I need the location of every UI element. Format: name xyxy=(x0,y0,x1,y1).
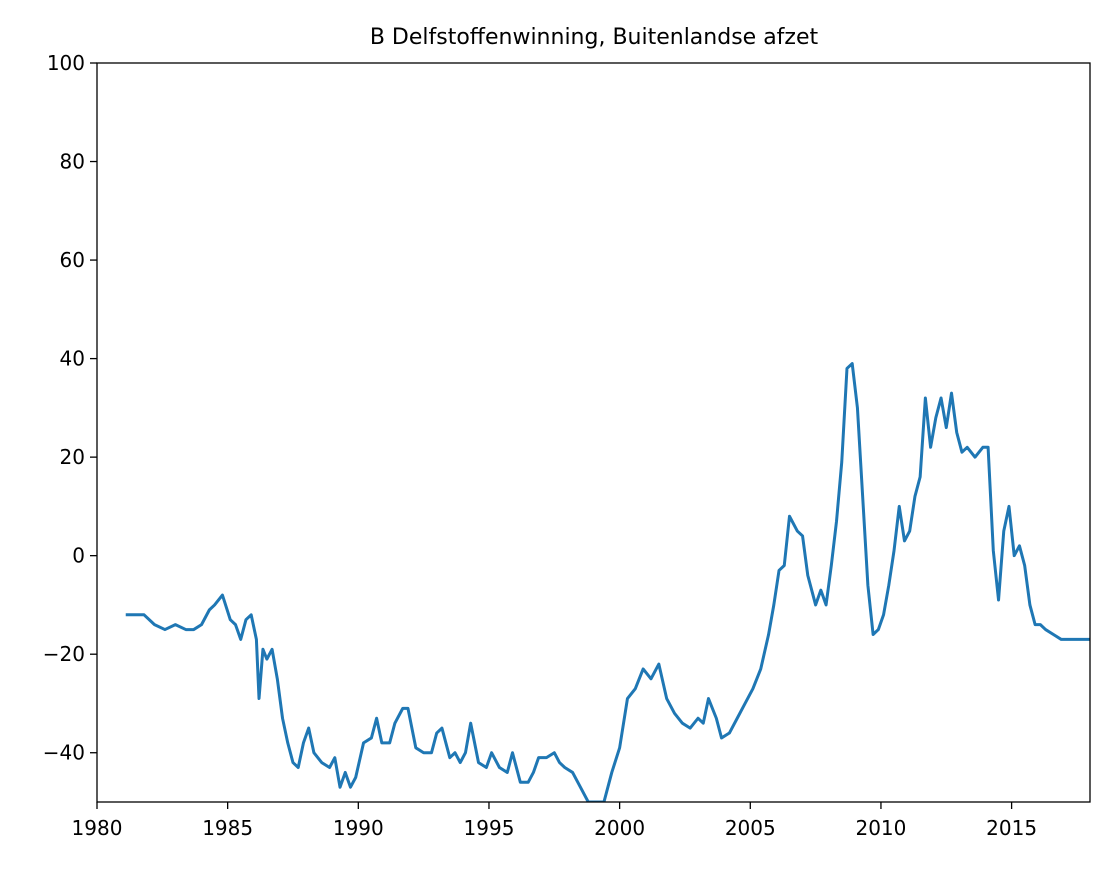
x-tick-label: 1990 xyxy=(333,816,384,840)
y-tick-label: 80 xyxy=(60,150,85,174)
x-tick-label: 2015 xyxy=(986,816,1037,840)
y-tick-label: 40 xyxy=(60,347,85,371)
x-axis: 1980 1985 1990 1995 2000 2005 2010 2015 xyxy=(72,802,1037,840)
y-tick-label: 0 xyxy=(72,544,85,568)
plot-frame xyxy=(96,62,1091,803)
plot-area xyxy=(125,362,1090,802)
y-tick-label: −40 xyxy=(43,741,85,765)
x-tick-label: 1985 xyxy=(202,816,253,840)
x-tick-label: 1980 xyxy=(72,816,123,840)
y-tick-label: 20 xyxy=(60,445,85,469)
x-tick-label: 2005 xyxy=(725,816,776,840)
x-tick-label: 2000 xyxy=(594,816,645,840)
y-axis: −40 −20 0 20 40 60 80 100 xyxy=(43,51,97,765)
y-tick-label: 100 xyxy=(47,51,85,75)
y-tick-label: 60 xyxy=(60,248,85,272)
x-tick-label: 2010 xyxy=(855,816,906,840)
y-tick-label: −20 xyxy=(43,642,85,666)
x-tick-label: 1995 xyxy=(464,816,515,840)
chart-title: B Delfstoffenwinning, Buitenlandse afzet xyxy=(370,25,819,50)
series-line xyxy=(125,362,1090,802)
